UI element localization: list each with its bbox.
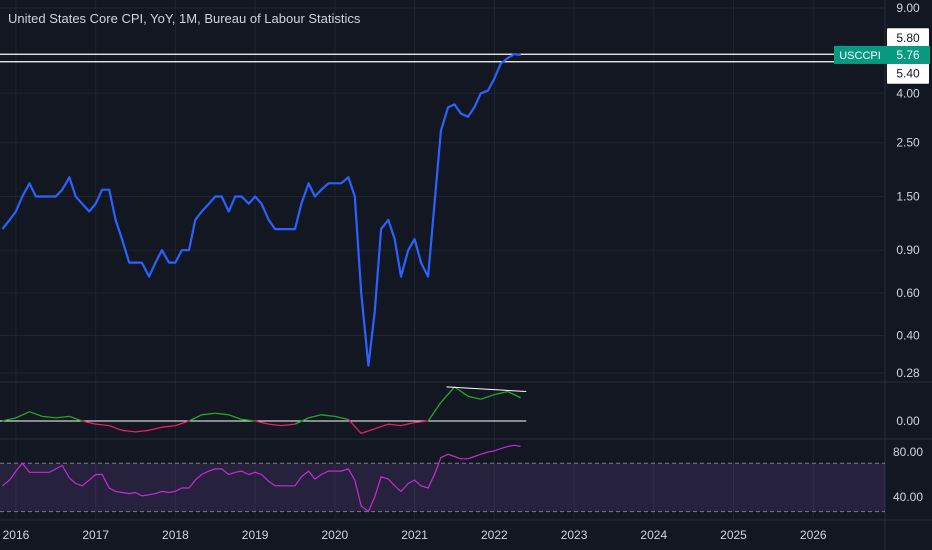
price-tick-label: 9.00 (896, 1, 920, 15)
oscillator-segment (81, 420, 96, 425)
oscillator-segment (228, 414, 242, 421)
oscillator-segment (2, 417, 17, 422)
rsi-tick-label: 40.00 (893, 490, 923, 504)
oscillator-segment (427, 402, 442, 422)
oscillator-segment (95, 423, 110, 427)
price-tick-label: 1.50 (896, 189, 920, 203)
price-tick-label: 2.50 (896, 136, 920, 150)
oscillator-segment (175, 420, 190, 427)
chart-title: United States Core CPI, YoY, 1M, Bureau … (8, 11, 361, 26)
oscillator-segment (480, 394, 495, 400)
oscillator-pane[interactable] (0, 386, 527, 435)
oscillator-segment (374, 423, 389, 430)
rsi-pane[interactable] (0, 444, 885, 513)
oscillator-segment (414, 420, 429, 424)
price-label-box (887, 63, 929, 84)
time-tick-label: 2016 (3, 528, 30, 542)
rsi-series-line[interactable] (2, 444, 521, 513)
time-tick-label: 2024 (640, 528, 667, 542)
trend-line[interactable] (446, 386, 527, 393)
ticker-badge-label: USCCPI (839, 50, 881, 62)
oscillator-segment (321, 414, 335, 417)
time-tick-label: 2023 (561, 528, 588, 542)
ticker-badge[interactable] (834, 45, 886, 64)
price-label-text: 5.80 (896, 31, 920, 45)
oscillator-segment (507, 390, 521, 399)
oscillator-segment (121, 429, 136, 433)
oscillator-segment (215, 412, 229, 416)
oscillator-segment (400, 421, 415, 427)
time-axis[interactable]: 2016 2017 2018 2019 2020 2021 2022 2023 2024 2025… (3, 528, 827, 542)
time-tick-label: 2026 (800, 528, 827, 542)
oscillator-segment (360, 428, 375, 435)
time-tick-label: 2018 (162, 528, 189, 542)
oscillator-segment (494, 390, 509, 396)
cpi-series-line[interactable] (1, 53, 521, 367)
time-tick-label: 2017 (82, 528, 109, 542)
last-value-badge (886, 45, 930, 64)
time-tick-label: 2020 (322, 528, 349, 542)
oscillator-segment (161, 425, 176, 428)
oscillator-segment (254, 420, 269, 425)
oscillator-segment (188, 414, 203, 422)
oscillator-segment (388, 423, 402, 427)
oscillator-segment (294, 417, 309, 425)
cpi-pane[interactable] (0, 53, 885, 367)
oscillator-segment (69, 415, 83, 422)
oscillator-segment (109, 425, 123, 431)
oscillator-segment (454, 386, 469, 397)
oscillator-segment (148, 426, 163, 431)
price-tick-label: 0.90 (896, 243, 920, 257)
last-value-label: 5.76 (896, 48, 920, 62)
oscillator-tick-label: 0.00 (896, 414, 920, 428)
oscillator-segment (241, 418, 256, 422)
time-tick-label: 2022 (481, 528, 508, 542)
price-tick-label: 4.00 (896, 86, 920, 100)
oscillator-segment (135, 429, 150, 433)
price-label-text: 5.40 (896, 67, 920, 81)
time-tick-label: 2021 (401, 528, 428, 542)
oscillator-segment (268, 423, 282, 427)
oscillator-segment (29, 411, 43, 417)
oscillator-segment (440, 386, 455, 403)
rsi-tick-label: 80.00 (893, 445, 923, 459)
oscillator-segment (55, 415, 70, 419)
rsi-band (0, 463, 885, 512)
time-tick-label: 2025 (720, 528, 747, 542)
oscillator-segment (281, 423, 296, 427)
price-tick-label: 0.40 (896, 328, 920, 342)
time-tick-label: 2019 (242, 528, 269, 542)
oscillator-segment (308, 414, 322, 419)
price-axis[interactable]: 9.00 4.00 2.50 1.50 0.90 0.60 0.40 0.28 5.80 5.40… (834, 1, 930, 504)
oscillator-segment (15, 411, 30, 419)
oscillator-segment (467, 395, 481, 400)
oscillator-segment (347, 419, 362, 434)
price-tick-label: 0.28 (896, 366, 920, 380)
price-label-box (887, 28, 929, 49)
price-tick-label: 0.60 (896, 286, 920, 300)
oscillator-segment (42, 415, 56, 419)
oscillator-segment (334, 415, 349, 421)
oscillator-segment (201, 412, 216, 416)
